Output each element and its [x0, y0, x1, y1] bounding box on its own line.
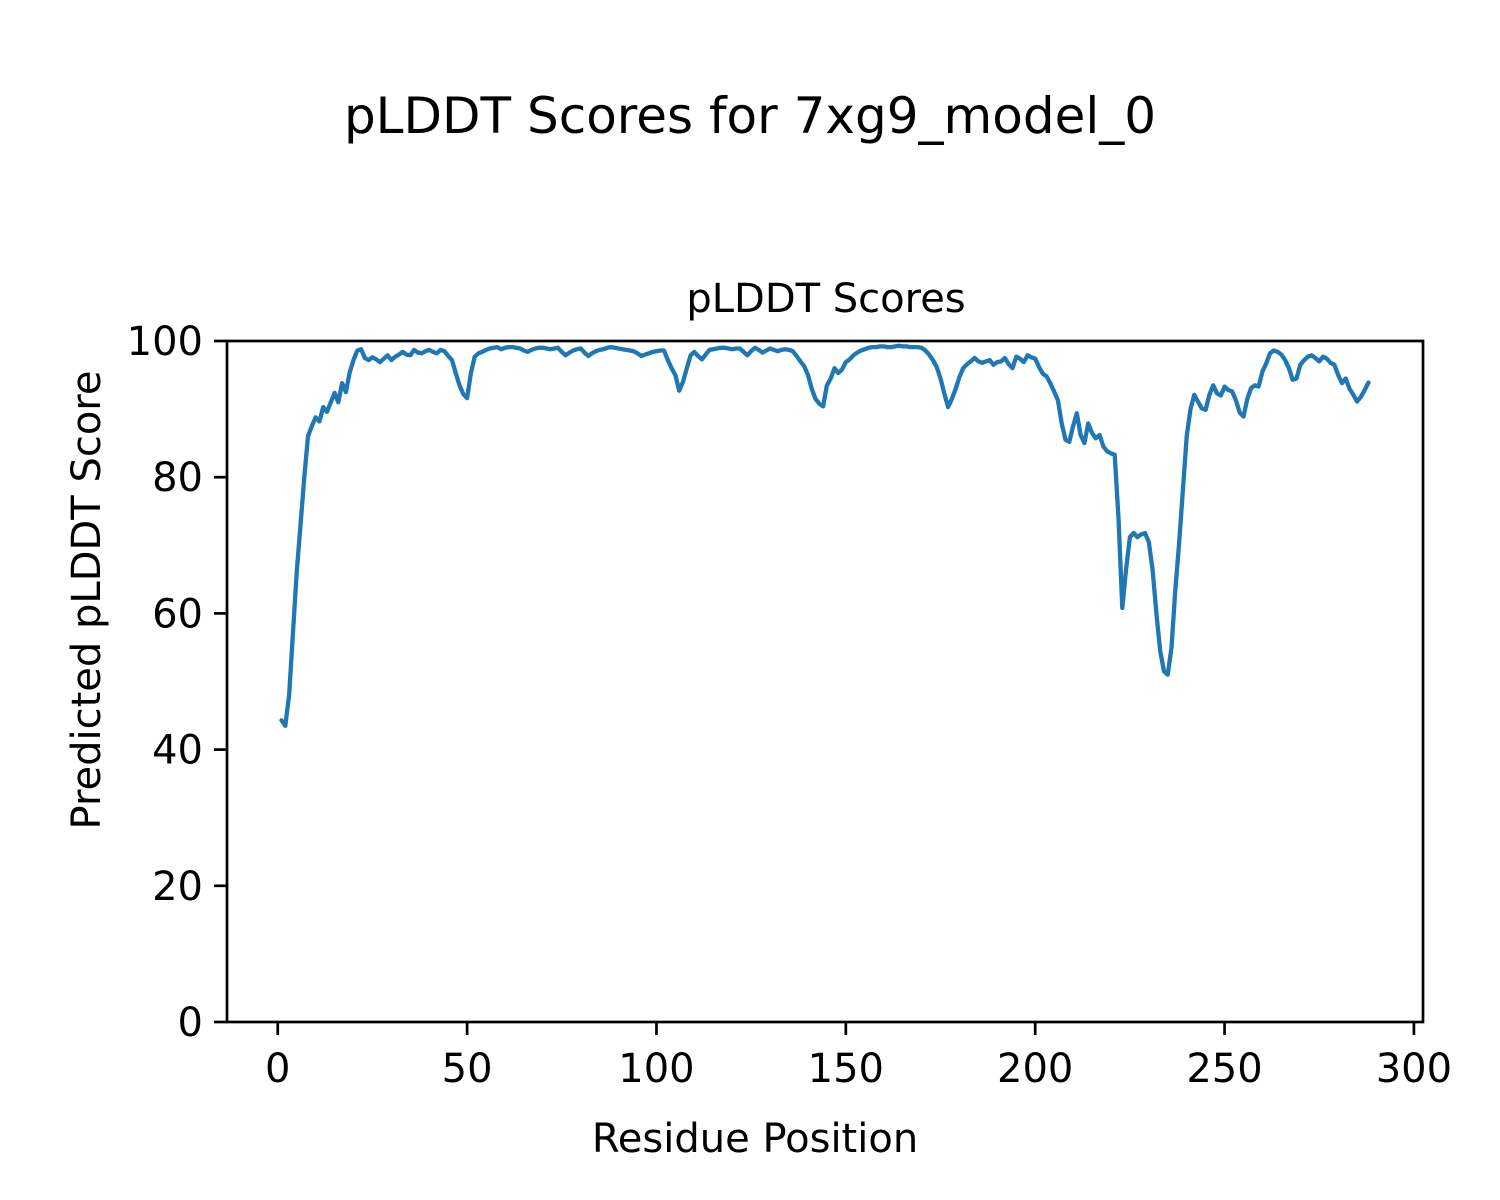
y-tick-label: 80: [152, 455, 203, 501]
x-tick-label: 200: [997, 1046, 1073, 1092]
x-tick-label: 300: [1376, 1046, 1452, 1092]
y-tick-label: 0: [178, 1000, 203, 1046]
y-ticks: 0 20 40 60 80 100: [127, 319, 227, 1046]
x-tick-label: 50: [442, 1046, 493, 1092]
x-tick-label: 150: [808, 1046, 884, 1092]
y-tick-label: 60: [152, 591, 203, 637]
x-axis-label: Residue Position: [592, 1116, 918, 1162]
plddt-line: [279, 343, 1371, 728]
x-tick-label: 250: [1186, 1046, 1262, 1092]
x-tick-label: 100: [618, 1046, 694, 1092]
axes-title: pLDDT Scores: [686, 276, 965, 322]
x-ticks: 0 50 100 150 200 250 300: [265, 1022, 1452, 1092]
y-tick-label: 100: [127, 319, 203, 365]
plot-border: [225, 339, 1425, 1024]
y-tick-label: 20: [152, 864, 203, 910]
figure-title: pLDDT Scores for 7xg9_model_0: [344, 87, 1156, 145]
x-tick-label: 0: [265, 1046, 290, 1092]
y-tick-label: 40: [152, 728, 203, 774]
y-axis-label: Predicted pLDDT Score: [64, 371, 110, 830]
